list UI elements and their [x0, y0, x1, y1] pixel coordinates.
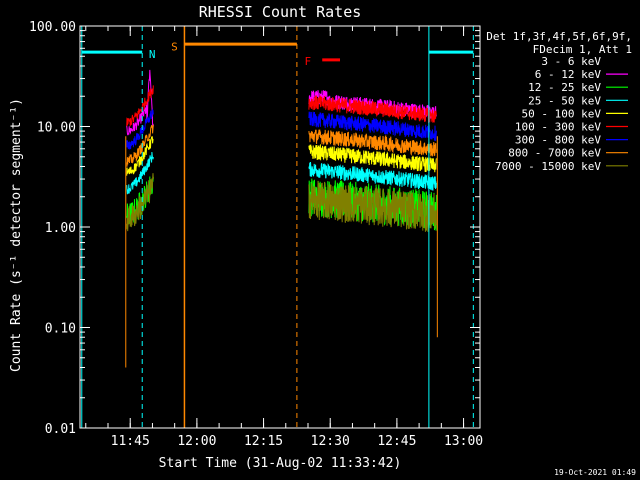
x-tick-label: 12:00	[177, 434, 216, 449]
legend-header-line: Det 1f,3f,4f,5f,6f,9f,	[486, 30, 632, 43]
legend-entry-label: 50 - 100 keV	[522, 107, 602, 120]
y-tick-label: 10.00	[37, 121, 76, 136]
legend-entry-label: 3 - 6 keV	[541, 55, 601, 68]
plot-area: N S F	[81, 26, 474, 428]
series-line-pre	[126, 69, 154, 136]
series-line-post	[308, 143, 437, 173]
series-line-post	[308, 129, 437, 157]
series-line-post	[308, 111, 437, 141]
legend-entry-label: 12 - 25 keV	[528, 81, 601, 94]
y-tick-label: 0.01	[45, 422, 76, 437]
series-line-post	[308, 161, 437, 191]
y-tick-label: 1.00	[45, 221, 76, 236]
x-axis-label: Start Time (31-Aug-02 11:33:42)	[159, 456, 402, 471]
series-line-pre	[126, 151, 154, 195]
x-tick-label: 13:00	[444, 434, 483, 449]
generation-timestamp: 19-Oct-2021 01:49	[554, 468, 636, 477]
x-tick-label: 12:15	[244, 434, 283, 449]
series-100-300keV	[126, 85, 437, 127]
series-line-pre	[126, 136, 154, 176]
legend-entry-label: 25 - 50 keV	[528, 94, 601, 107]
series-line-pre	[126, 173, 154, 232]
flag-label-n: N	[149, 48, 156, 61]
x-tick-label: 12:30	[311, 434, 350, 449]
x-tick-label: 12:45	[377, 434, 416, 449]
series-line-post	[308, 180, 437, 232]
flag-label-f: F	[304, 55, 311, 68]
y-tick-label: 0.10	[45, 322, 76, 337]
series-7000-15000keV	[126, 173, 437, 232]
legend-entry-label: 6 - 12 keV	[535, 68, 602, 81]
series-25-50keV	[126, 151, 437, 195]
legend-entry-label: 800 - 7000 keV	[508, 147, 601, 160]
x-tick-label: 11:45	[111, 434, 150, 449]
legend-entry-label: 300 - 800 keV	[515, 134, 601, 147]
series-line-pre	[126, 108, 154, 151]
chart-title: RHESSI Count Rates	[199, 3, 362, 21]
legend-header-line: FDecim 1, Att 1	[533, 43, 632, 56]
legend-entry-label: 7000 - 15000 keV	[495, 160, 601, 173]
y-axis-label: Count Rate (s⁻¹ detector segment⁻¹)	[9, 98, 24, 372]
legend-entry-label: 100 - 300 keV	[515, 121, 601, 134]
y-tick-label: 100.00	[29, 20, 76, 35]
series-line-pre	[126, 85, 154, 127]
legend: Det 1f,3f,4f,5f,6f,9f,FDecim 1, Att 13 -…	[486, 30, 632, 173]
series-800-7000keV	[126, 124, 437, 167]
flag-label-s: S	[171, 41, 178, 54]
series-line-pre	[126, 124, 154, 167]
series-300-800keV	[126, 108, 437, 151]
series-line-post	[308, 95, 437, 124]
series-50-100keV	[126, 136, 437, 176]
axes: 0.01 0.10 1.00 10.00 100.00 11:45 12:00 12:15 12…	[29, 20, 483, 449]
